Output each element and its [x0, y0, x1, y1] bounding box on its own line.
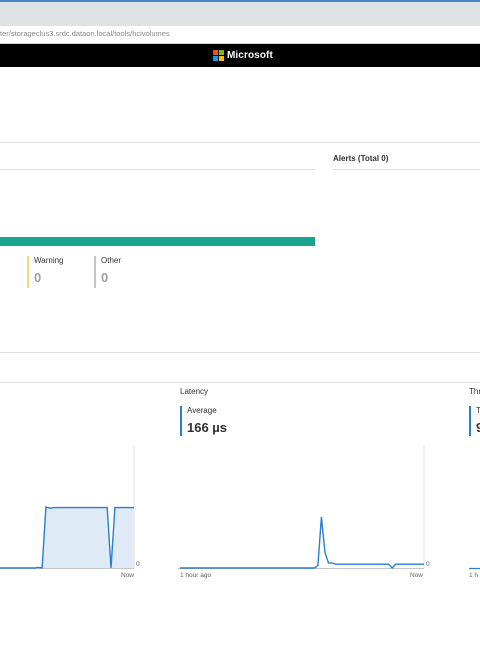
throughput-metric-label: T: [476, 406, 480, 415]
iops-series-line: [0, 506, 134, 569]
latency-metric-label: Average: [187, 406, 217, 415]
performance-header-divider: [0, 382, 480, 383]
other-label: Other: [101, 256, 122, 265]
alerts-title: Alerts (Total 0): [333, 154, 389, 163]
latency-y-min-label: 0: [426, 561, 430, 568]
browser-top-edge: [0, 0, 480, 2]
latency-series-line: [180, 516, 424, 570]
browser-tab-strip: [0, 2, 480, 26]
throughput-metric-value: 9: [476, 420, 480, 435]
latency-title: Latency: [180, 387, 209, 396]
url-text: ter/storageclus3.srdc.dataon.local/tools…: [0, 29, 170, 38]
microsoft-logo: Microsoft: [213, 50, 273, 61]
latency-metric-value: 166 µs: [187, 420, 228, 435]
iops-x-end-label: Now: [121, 572, 135, 579]
warning-value: 0: [34, 270, 42, 285]
iops-y-min-label: 0: [136, 561, 140, 568]
health-status-bar: [0, 237, 315, 246]
warning-count[interactable]: Warning 0: [27, 256, 64, 288]
iops-chart[interactable]: [0, 445, 140, 575]
warning-label: Warning: [34, 256, 64, 265]
latency-x-start-label: 1 hour ago: [180, 572, 212, 579]
health-header-divider: [0, 169, 315, 170]
latency-x-end-label: Now: [410, 572, 424, 579]
microsoft-header-bar: Microsoft: [0, 44, 480, 67]
address-bar[interactable]: ter/storageclus3.srdc.dataon.local/tools…: [0, 26, 480, 44]
brand-name: Microsoft: [227, 50, 273, 61]
throughput-x-start-label: 1 h: [469, 572, 479, 579]
throughput-average: T 9: [469, 406, 480, 436]
other-count[interactable]: Other 0: [94, 256, 121, 288]
performance-divider: [0, 352, 480, 353]
throughput-chart[interactable]: [469, 445, 480, 575]
alerts-header-divider: [333, 169, 480, 170]
windows-logo-icon: [213, 50, 224, 61]
iops-area-fill: [0, 507, 134, 568]
section-divider: [0, 142, 480, 143]
other-value: 0: [101, 270, 109, 285]
throughput-title: Thr: [469, 387, 480, 396]
latency-chart[interactable]: [178, 445, 428, 575]
latency-average: Average 166 µs: [180, 406, 227, 436]
